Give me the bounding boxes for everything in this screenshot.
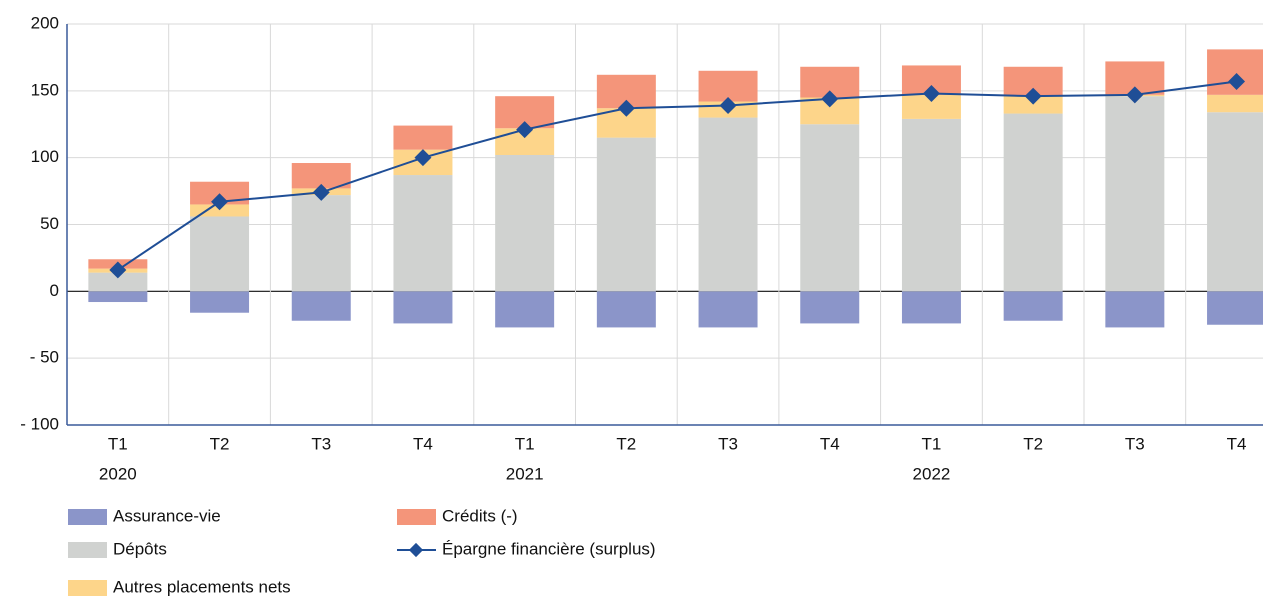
- x-tick-label: T2: [210, 434, 230, 453]
- y-tick-label: 100: [31, 147, 59, 166]
- bar: [800, 291, 860, 324]
- x-year-label: 2021: [506, 464, 544, 483]
- y-tick-label: 50: [40, 214, 59, 233]
- bar: [596, 137, 656, 292]
- legend-marker: [408, 542, 424, 558]
- y-tick-label: - 50: [30, 348, 59, 367]
- x-tick-label: T3: [1125, 434, 1145, 453]
- y-tick-label: 150: [31, 80, 59, 99]
- bar: [901, 118, 961, 292]
- bar: [495, 154, 555, 292]
- bar: [495, 291, 555, 328]
- x-tick-label: T2: [1023, 434, 1043, 453]
- bar: [88, 272, 148, 292]
- x-tick-label: T4: [413, 434, 433, 453]
- y-tick-label: 200: [31, 13, 59, 32]
- bar: [393, 291, 453, 324]
- bar: [190, 291, 250, 313]
- y-tick-label: - 100: [20, 414, 59, 433]
- legend-label: Assurance-vie: [113, 506, 221, 525]
- bar: [291, 291, 351, 321]
- legend-label: Dépôts: [113, 539, 167, 558]
- line-marker: [516, 121, 534, 139]
- x-tick-label: T1: [515, 434, 535, 453]
- bar: [190, 181, 250, 205]
- bar: [1207, 94, 1263, 113]
- x-tick-label: T4: [820, 434, 840, 453]
- bar: [596, 291, 656, 328]
- legend-swatch: [397, 509, 436, 525]
- bar: [800, 124, 860, 292]
- bar: [901, 291, 961, 324]
- line-marker: [109, 261, 127, 279]
- x-tick-label: T1: [922, 434, 942, 453]
- line-marker: [922, 85, 940, 102]
- bar: [1207, 291, 1263, 325]
- x-year-label: 2020: [99, 464, 137, 483]
- bar: [88, 291, 148, 303]
- x-tick-label: T1: [108, 434, 128, 453]
- bar: [393, 125, 453, 150]
- bar: [1105, 291, 1165, 328]
- bar: [698, 70, 758, 102]
- x-tick-label: T3: [311, 434, 331, 453]
- line-marker: [211, 193, 229, 211]
- x-tick-label: T2: [616, 434, 636, 453]
- bar: [393, 175, 453, 292]
- bar: [1003, 113, 1063, 292]
- bar: [291, 195, 351, 292]
- bar: [1003, 291, 1063, 321]
- x-year-label: 2022: [913, 464, 951, 483]
- line-marker: [617, 99, 635, 117]
- x-tick-label: T3: [718, 434, 738, 453]
- bar: [190, 204, 250, 217]
- legend-label: Épargne financière (surplus): [442, 539, 656, 558]
- line-marker: [719, 97, 737, 115]
- bar: [1207, 112, 1263, 292]
- bar: [1003, 96, 1063, 114]
- line: [117, 80, 1237, 271]
- legend-label: Autres placements nets: [113, 577, 291, 596]
- legend-label: Crédits (-): [442, 506, 518, 525]
- bar: [698, 291, 758, 328]
- line-marker: [414, 149, 432, 167]
- y-tick-label: 0: [50, 281, 59, 300]
- bar: [1105, 96, 1165, 292]
- line-marker: [821, 90, 839, 108]
- legend-swatch: [68, 542, 107, 558]
- legend-swatch: [68, 580, 107, 596]
- x-tick-label: T4: [1227, 434, 1247, 453]
- legend-swatch: [68, 509, 107, 525]
- bar: [698, 117, 758, 292]
- bar: [190, 216, 250, 292]
- line-marker: [312, 183, 330, 201]
